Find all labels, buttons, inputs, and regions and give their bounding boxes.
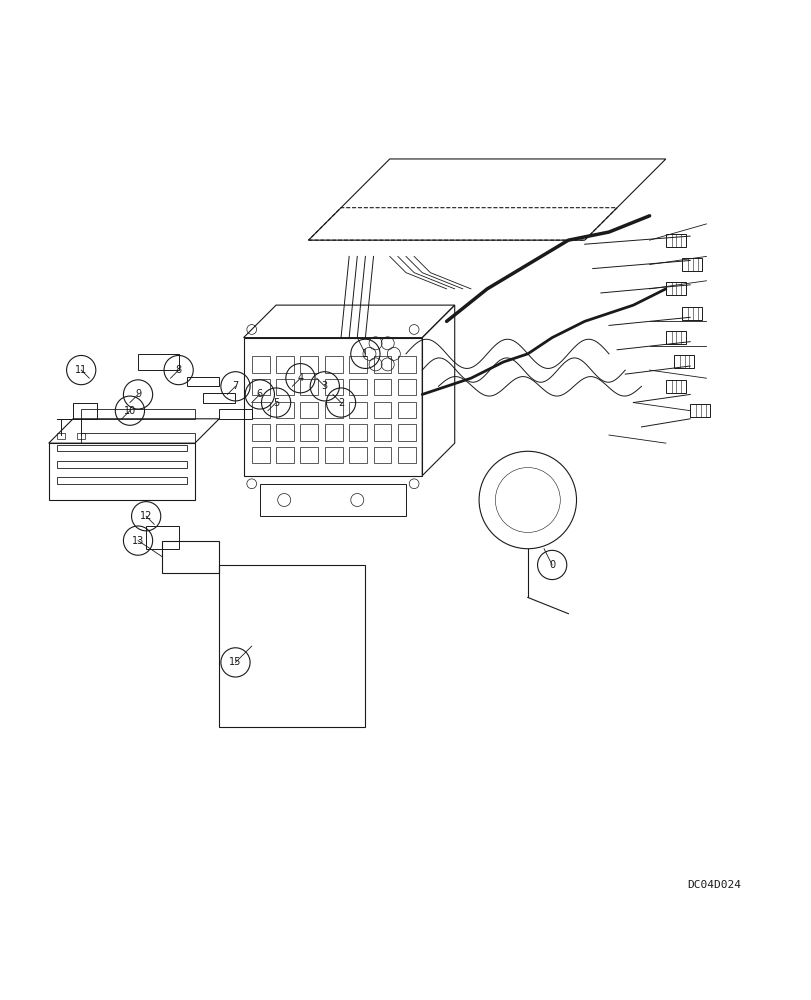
Bar bbox=[138, 354, 178, 370]
Bar bbox=[300, 379, 318, 395]
Bar bbox=[665, 331, 685, 344]
Bar bbox=[276, 379, 294, 395]
Bar bbox=[251, 356, 269, 373]
Text: 12: 12 bbox=[139, 511, 152, 521]
Bar bbox=[77, 433, 85, 439]
Text: 4: 4 bbox=[297, 373, 303, 383]
Bar bbox=[251, 447, 269, 463]
Bar bbox=[689, 404, 710, 417]
Bar bbox=[373, 379, 391, 395]
Bar bbox=[146, 526, 178, 549]
Bar bbox=[397, 356, 415, 373]
Bar bbox=[681, 307, 702, 320]
Text: 11: 11 bbox=[75, 365, 88, 375]
Bar bbox=[300, 356, 318, 373]
Text: DC04D024: DC04D024 bbox=[687, 880, 740, 890]
Bar bbox=[300, 424, 318, 441]
Text: 9: 9 bbox=[135, 389, 141, 399]
Bar bbox=[373, 356, 391, 373]
Text: 8: 8 bbox=[175, 365, 182, 375]
Bar bbox=[57, 445, 187, 451]
Bar bbox=[57, 433, 65, 439]
Bar bbox=[276, 402, 294, 418]
Bar bbox=[324, 424, 342, 441]
Bar bbox=[324, 447, 342, 463]
Bar bbox=[219, 409, 251, 419]
Bar bbox=[187, 377, 219, 386]
Bar bbox=[397, 379, 415, 395]
Text: 10: 10 bbox=[123, 406, 136, 416]
Bar bbox=[665, 282, 685, 295]
Bar bbox=[665, 234, 685, 247]
Bar bbox=[673, 355, 693, 368]
Bar bbox=[81, 409, 195, 419]
Bar bbox=[324, 356, 342, 373]
Bar bbox=[349, 379, 367, 395]
Bar bbox=[349, 447, 367, 463]
Bar bbox=[397, 424, 415, 441]
Bar bbox=[81, 433, 195, 443]
Bar bbox=[57, 461, 187, 468]
Bar bbox=[251, 424, 269, 441]
Bar bbox=[251, 402, 269, 418]
Bar bbox=[397, 402, 415, 418]
Bar bbox=[219, 565, 365, 727]
Text: 5: 5 bbox=[272, 398, 279, 408]
Text: 1: 1 bbox=[362, 349, 368, 359]
Text: 2: 2 bbox=[337, 398, 344, 408]
Text: 13: 13 bbox=[131, 536, 144, 546]
Bar bbox=[300, 402, 318, 418]
Bar bbox=[397, 447, 415, 463]
Bar bbox=[276, 447, 294, 463]
Text: 3: 3 bbox=[321, 381, 328, 391]
Bar bbox=[251, 379, 269, 395]
Bar bbox=[349, 402, 367, 418]
Bar bbox=[373, 447, 391, 463]
Bar bbox=[276, 356, 294, 373]
Bar bbox=[349, 424, 367, 441]
Bar bbox=[373, 402, 391, 418]
Text: 7: 7 bbox=[232, 381, 238, 391]
Text: 6: 6 bbox=[256, 389, 263, 399]
Bar bbox=[324, 379, 342, 395]
Bar bbox=[300, 447, 318, 463]
Bar bbox=[665, 380, 685, 393]
Bar bbox=[349, 356, 367, 373]
Bar bbox=[276, 424, 294, 441]
Bar bbox=[373, 424, 391, 441]
Bar bbox=[681, 258, 702, 271]
Bar bbox=[203, 393, 235, 403]
Bar bbox=[324, 402, 342, 418]
Bar bbox=[57, 477, 187, 484]
Text: 15: 15 bbox=[229, 657, 242, 667]
Text: 0: 0 bbox=[548, 560, 555, 570]
